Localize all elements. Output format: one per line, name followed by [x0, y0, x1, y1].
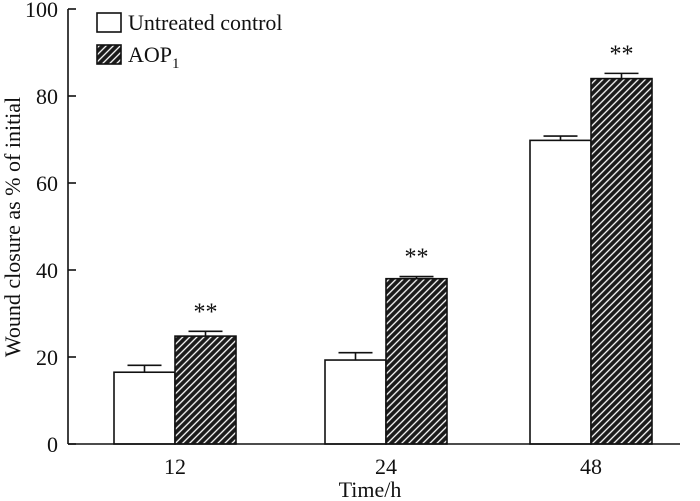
legend-label-aop1-main: AOP	[128, 42, 172, 67]
bar-untreated-control-24	[324, 359, 387, 445]
legend-swatch-aop1	[96, 44, 122, 65]
legend-label-aop1-subscript: 1	[172, 56, 180, 72]
y-tick-label-20: 20	[36, 345, 58, 370]
bar-untreated-control-12	[113, 371, 176, 445]
significance-marker-48: **	[610, 41, 634, 67]
plot-area: 0 20 40 60 80 100 12 24 48 ** ** **	[25, 0, 653, 479]
y-axis-title: Wound closure as % of initial	[0, 97, 25, 357]
x-axis-title: Time/h	[339, 477, 402, 501]
y-tick-label-40: 40	[36, 258, 58, 283]
significance-marker-24: **	[405, 245, 429, 271]
bar-aop1-48	[590, 77, 653, 445]
significance-marker-12: **	[194, 299, 218, 325]
legend-label-aop1: AOP1	[128, 42, 180, 72]
legend-swatch-untreated-control	[96, 12, 122, 33]
legend-label-untreated-control: Untreated control	[128, 10, 283, 35]
x-tick-label-48: 48	[580, 454, 602, 479]
y-tick-label-60: 60	[36, 171, 58, 196]
x-tick-label-24: 24	[375, 454, 397, 479]
legend: Untreated control AOP1	[96, 10, 283, 72]
y-tick-label-100: 100	[25, 0, 58, 22]
bar-untreated-control-48	[529, 139, 592, 445]
x-tick-label-12: 12	[164, 454, 186, 479]
bar-aop1-24	[385, 277, 448, 445]
y-tick-label-80: 80	[36, 84, 58, 109]
y-tick-label-0: 0	[47, 432, 58, 457]
bar-aop1-12	[174, 335, 237, 445]
